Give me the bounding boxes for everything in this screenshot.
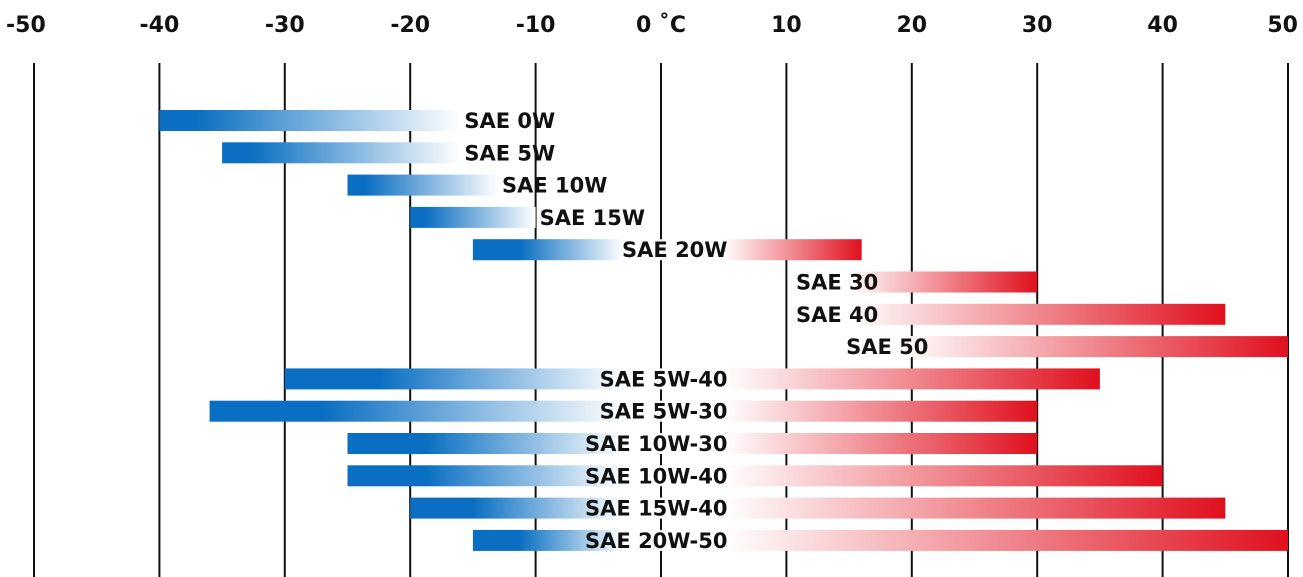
bar-sae-20w <box>472 239 862 261</box>
bar-sae-5w-40 <box>284 368 1100 390</box>
bar-sae-15w-40 <box>410 497 1226 519</box>
bar-label: SAE 20W <box>622 238 727 262</box>
bar-sae-10w <box>347 174 498 196</box>
bar-label: SAE 30 <box>796 271 878 295</box>
bar-label: SAE 20W-50 <box>585 529 727 553</box>
bar-sae-20w-50 <box>472 529 1288 551</box>
bar-label: SAE 15W <box>540 206 645 230</box>
x-tick-label: -20 <box>390 13 430 38</box>
x-tick-label: 50 <box>1267 13 1298 38</box>
x-axis-tick-labels: -50 -40 -30 -20 -10 0 ˚C 10 20 30 40 50 <box>6 13 1298 38</box>
x-tick-label: 20 <box>896 13 927 38</box>
bars <box>159 110 1288 551</box>
x-tick-label: -30 <box>265 13 305 38</box>
bar-label: SAE 5W-30 <box>600 400 728 424</box>
x-tick-label: -40 <box>140 13 180 38</box>
bar-sae-50 <box>899 336 1288 358</box>
x-tick-label: -50 <box>6 13 46 38</box>
bar-sae-40 <box>849 303 1226 325</box>
bar-sae-5w <box>222 142 461 164</box>
bar-label: SAE 10W <box>502 174 607 198</box>
x-tick-label: 30 <box>1022 13 1053 38</box>
bar-sae-0w <box>159 110 461 131</box>
x-tick-label: -10 <box>516 13 556 38</box>
bar-label: SAE 5W <box>464 141 555 165</box>
bar-labels: SAE 0W SAE 5W SAE 10W SAE 15W SAE 20W SAE 30 S… <box>464 109 928 553</box>
bar-label: SAE 5W-40 <box>600 367 728 391</box>
bar-sae-10w-40 <box>347 465 1163 487</box>
x-tick-label: 10 <box>771 13 802 38</box>
bar-label: SAE 50 <box>846 335 928 359</box>
bar-label: SAE 15W-40 <box>585 497 727 521</box>
bar-sae-10w-30 <box>347 433 1038 454</box>
bar-sae-5w-30 <box>209 400 1038 422</box>
bar-label: SAE 10W-40 <box>585 464 727 488</box>
bar-sae-15w <box>410 206 536 228</box>
bar-sae-30 <box>849 271 1038 293</box>
x-tick-label: 40 <box>1147 13 1178 38</box>
bar-label: SAE 0W <box>464 109 555 133</box>
bar-label: SAE 40 <box>796 303 878 327</box>
x-tick-label: 0 ˚C <box>636 13 686 38</box>
bar-label: SAE 10W-30 <box>585 432 727 456</box>
